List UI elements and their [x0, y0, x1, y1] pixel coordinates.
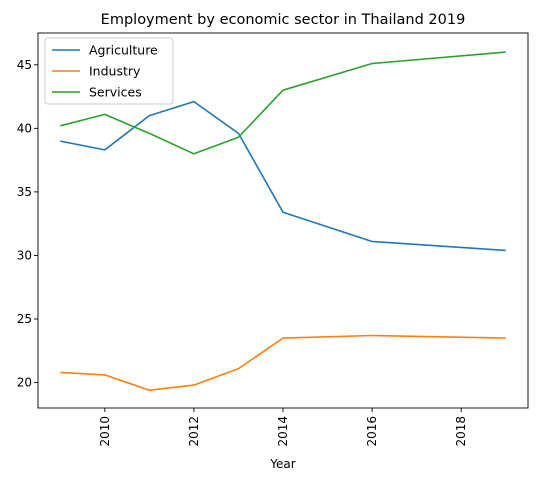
x-tick-label: 2016	[365, 416, 379, 447]
series-line-industry	[60, 334, 506, 392]
x-tick-label: 2010	[98, 416, 112, 447]
series-layer	[60, 51, 506, 392]
y-tick-label: 45	[17, 58, 32, 72]
series-line-services	[60, 51, 506, 155]
legend-label: Industry	[89, 64, 141, 79]
y-tick-label: 30	[17, 248, 32, 262]
y-axis: 20 25 30 35 40 45	[17, 58, 38, 390]
x-tick-label: 2014	[276, 416, 290, 447]
legend-label: Agriculture	[89, 43, 158, 58]
x-axis-label: Year	[269, 457, 295, 471]
x-tick-label: 2012	[187, 416, 201, 447]
legend-box	[44, 37, 174, 105]
legend-label: Services	[89, 85, 142, 100]
y-tick-label: 20	[17, 376, 32, 390]
y-tick-label: 25	[17, 312, 32, 326]
y-tick-label: 35	[17, 185, 32, 199]
x-axis: 2010 2012 2014 2016 2018	[98, 408, 468, 447]
x-tick-label: 2018	[454, 416, 468, 447]
legend: Agriculture Industry Services	[44, 37, 174, 105]
chart-title: Employment by economic sector in Thailan…	[101, 12, 466, 28]
series-line-agriculture	[60, 100, 506, 252]
y-tick-label: 40	[17, 121, 32, 135]
